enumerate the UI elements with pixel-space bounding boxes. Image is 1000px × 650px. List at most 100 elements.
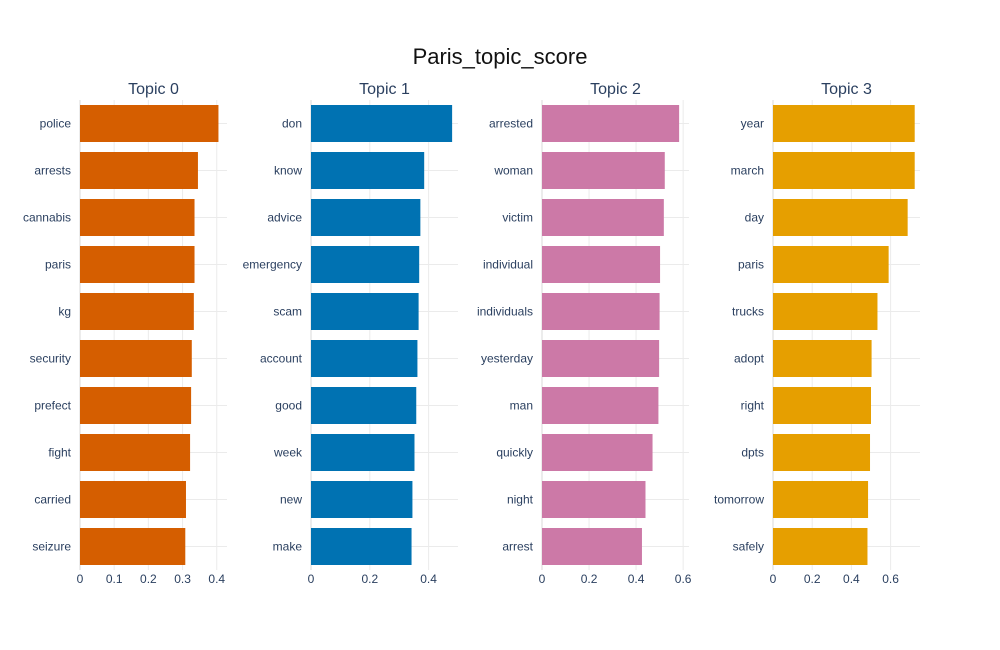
bar-fight [80,434,191,471]
x-tick-label: 0 [77,572,84,586]
x-tick-label: 0 [539,572,546,586]
bar-new [311,481,413,518]
bar-paris [80,246,195,283]
x-tick-label: 0.6 [675,572,692,586]
y-tick-label: scam [273,305,302,319]
bar-kg [80,293,194,330]
bar-victim [542,199,664,236]
bar-cannabis [80,199,195,236]
bar-dpts [773,434,871,471]
y-tick-label: fight [48,446,71,460]
y-tick-label: individuals [477,305,533,319]
y-tick-label: kg [58,305,71,319]
bar-march [773,152,915,189]
panel-topic-2: Topic 2 arrested woman victim individual indi… [477,81,692,586]
x-tick-label: 0.4 [208,572,225,586]
panel-topic-3: Topic 3 year march day paris trucks adopt right… [714,81,920,586]
y-tick-label: paris [45,258,71,272]
y-tick-label: tomorrow [714,493,764,507]
bar-account [311,340,418,377]
y-tick-label: cannabis [23,211,71,225]
y-tick-label: day [745,211,764,225]
bar-emergency [311,246,420,283]
bar-tomorrow [773,481,869,518]
y-tick-label: carried [34,493,71,507]
bar-prefect [80,387,192,424]
panel-title: Topic 3 [821,81,872,98]
x-tick-label: 0 [770,572,777,586]
bar-advice [311,199,421,236]
x-tick-label: 0.4 [420,572,437,586]
y-tick-label: account [260,352,303,366]
bar-make [311,528,412,565]
y-tick-label: woman [493,164,533,178]
bar-quickly [542,434,653,471]
x-tick-label: 0.2 [804,572,821,586]
bar-arrest [542,528,642,565]
y-tick-label: quickly [496,446,533,460]
bar-good [311,387,417,424]
bar-night [542,481,646,518]
y-tick-label: arrested [489,117,533,131]
x-tick-label: 0.3 [174,572,191,586]
bar-year [773,105,915,142]
y-tick-label: know [274,164,302,178]
panels-group: Topic 0 police arrests cannabis paris kg secur… [23,81,920,586]
panel-topic-1: Topic 1 don know advice emergency scam account… [243,81,458,586]
y-tick-label: arrests [34,164,71,178]
y-tick-label: week [273,446,303,460]
y-tick-label: year [741,117,764,131]
y-tick-label: security [30,352,71,366]
y-tick-label: new [280,493,302,507]
y-tick-label: arrest [502,540,533,554]
y-tick-label: man [510,399,533,413]
x-tick-label: 0.2 [361,572,378,586]
bar-carried [80,481,186,518]
y-tick-label: prefect [34,399,71,413]
chart-title: Paris_topic_score [413,44,588,69]
x-tick-label: 0.2 [140,572,157,586]
y-tick-label: yesterday [481,352,533,366]
y-tick-label: individual [483,258,533,272]
bar-yesterday [542,340,660,377]
y-tick-label: emergency [243,258,302,272]
bar-woman [542,152,665,189]
bar-arrests [80,152,198,189]
y-tick-label: march [731,164,764,178]
x-tick-label: 0.1 [106,572,123,586]
y-tick-label: dpts [741,446,764,460]
y-tick-label: advice [267,211,302,225]
bar-trucks [773,293,878,330]
x-tick-label: 0.6 [882,572,899,586]
x-tick-label: 0.4 [843,572,860,586]
bar-know [311,152,425,189]
y-tick-label: victim [502,211,533,225]
y-tick-label: safely [733,540,764,554]
bar-don [311,105,453,142]
y-tick-label: seizure [32,540,71,554]
y-tick-label: adopt [734,352,765,366]
bar-week [311,434,415,471]
bar-arrested [542,105,680,142]
bar-man [542,387,659,424]
bar-scam [311,293,419,330]
bar-paris [773,246,889,283]
panel-title: Topic 0 [128,81,179,98]
bar-individual [542,246,661,283]
bar-safely [773,528,868,565]
y-tick-label: night [507,493,534,507]
y-tick-label: trucks [732,305,764,319]
y-tick-label: paris [738,258,764,272]
panel-title: Topic 1 [359,81,410,98]
bar-right [773,387,871,424]
x-tick-label: 0 [308,572,315,586]
y-tick-label: don [282,117,302,131]
bar-adopt [773,340,872,377]
y-tick-label: make [273,540,303,554]
bar-security [80,340,192,377]
y-tick-label: right [741,399,765,413]
panel-topic-0: Topic 0 police arrests cannabis paris kg secur… [23,81,227,586]
x-tick-label: 0.2 [581,572,598,586]
bar-individuals [542,293,660,330]
